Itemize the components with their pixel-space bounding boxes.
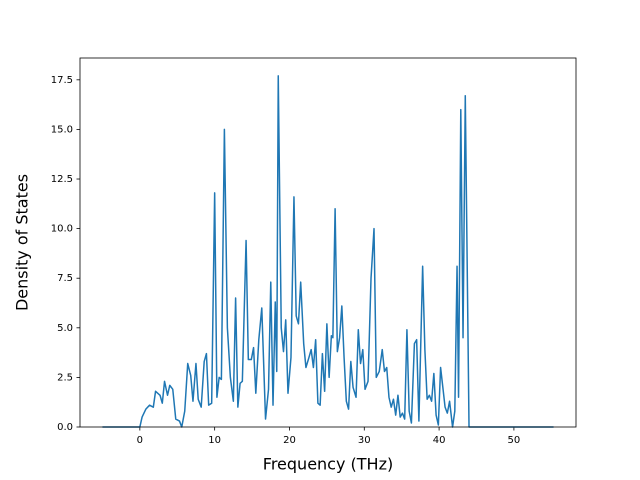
y-tick-label: 12.5 xyxy=(51,174,73,185)
y-tick-label: 0.0 xyxy=(57,422,73,433)
y-tick-label: 15.0 xyxy=(51,124,73,135)
y-tick-label: 5.0 xyxy=(57,323,73,334)
x-axis-label: Frequency (THz) xyxy=(263,455,393,474)
x-tick-label: 40 xyxy=(433,435,446,446)
x-tick-label: 50 xyxy=(508,435,521,446)
plot-frame xyxy=(79,57,577,428)
y-axis-label: Density of States xyxy=(13,174,32,311)
y-tick-label: 10.0 xyxy=(51,224,73,235)
y-tick-label: 17.5 xyxy=(51,75,73,86)
y-tick-label: 7.5 xyxy=(57,273,73,284)
x-tick-label: 30 xyxy=(358,435,371,446)
x-tick-label: 10 xyxy=(208,435,221,446)
x-tick-label: 20 xyxy=(283,435,296,446)
line-series xyxy=(102,75,554,428)
y-tick-label: 2.5 xyxy=(57,372,73,383)
x-tick-label: 0 xyxy=(137,435,143,446)
